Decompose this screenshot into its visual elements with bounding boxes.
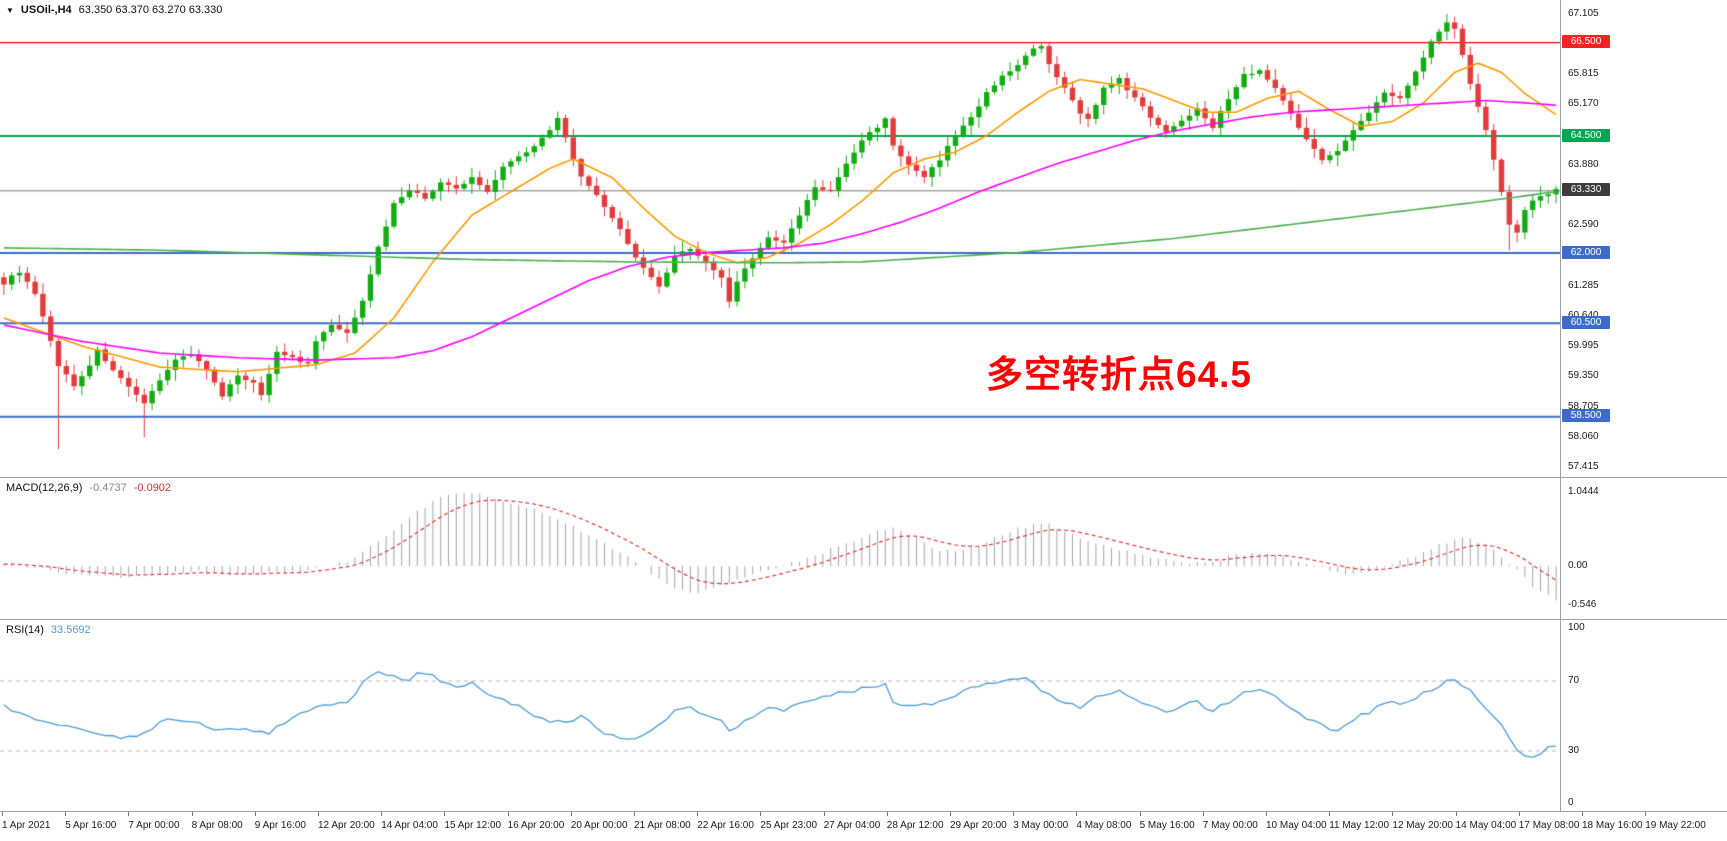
time-tick bbox=[634, 812, 635, 816]
macd-tick-label: 1.0444 bbox=[1568, 486, 1599, 498]
time-label: 12 Apr 20:00 bbox=[318, 820, 375, 831]
price-tick-label: 62.590 bbox=[1568, 218, 1599, 230]
price-level-badge: 58.500 bbox=[1562, 409, 1610, 423]
main-chart-panel: ▼ USOil-,H4 63.350 63.370 63.270 63.330 … bbox=[0, 0, 1560, 477]
price-tick-label: 58.060 bbox=[1568, 430, 1599, 442]
time-tick bbox=[1013, 812, 1015, 816]
macd-canvas[interactable] bbox=[0, 478, 1560, 619]
time-label: 15 Apr 12:00 bbox=[444, 820, 502, 831]
price-tick-label: 63.880 bbox=[1568, 158, 1599, 170]
time-label: 18 May 16:00 bbox=[1582, 820, 1643, 831]
price-axis[interactable]: 67.105 65.815 65.170 63.880 62.590 61.285 60.6… bbox=[1560, 0, 1727, 812]
time-label: 3 May 00:00 bbox=[1013, 820, 1069, 831]
price-tick-label: 67.105 bbox=[1568, 7, 1599, 19]
time-label: 14 May 04:00 bbox=[1455, 820, 1517, 831]
rsi-tick-label: 30 bbox=[1568, 744, 1580, 756]
time-label: 21 Apr 08:00 bbox=[634, 820, 691, 831]
time-label: 14 Apr 04:00 bbox=[381, 820, 438, 831]
price-tick-label: 57.415 bbox=[1568, 460, 1599, 472]
time-tick bbox=[1076, 812, 1078, 816]
time-label: 8 Apr 08:00 bbox=[191, 820, 243, 831]
time-tick bbox=[950, 812, 951, 816]
time-label: 16 Apr 20:00 bbox=[507, 820, 565, 831]
panel-divider bbox=[0, 619, 1727, 620]
panel-divider bbox=[0, 811, 1727, 812]
time-label: 27 Apr 04:00 bbox=[823, 820, 881, 831]
axis-divider bbox=[1560, 0, 1561, 812]
macd-tick-label: 0.00 bbox=[1568, 560, 1588, 572]
price-level-badge: 62.000 bbox=[1562, 245, 1610, 259]
time-label: 5 Apr 16:00 bbox=[65, 820, 117, 831]
time-tick bbox=[886, 812, 888, 816]
time-label: 12 May 20:00 bbox=[1392, 820, 1453, 831]
time-label: 22 Apr 16:00 bbox=[697, 820, 754, 831]
rsi-tick-label: 70 bbox=[1568, 674, 1580, 686]
time-tick bbox=[823, 812, 825, 816]
main-chart-canvas[interactable] bbox=[0, 0, 1560, 477]
price-level-badge: 64.500 bbox=[1562, 128, 1610, 142]
time-tick bbox=[1518, 812, 1520, 816]
time-tick bbox=[2, 812, 3, 816]
price-tick-label: 61.285 bbox=[1568, 279, 1599, 291]
time-label: 20 Apr 00:00 bbox=[570, 820, 628, 831]
panel-divider bbox=[0, 477, 1727, 478]
rsi-canvas[interactable] bbox=[0, 620, 1560, 811]
time-label: 17 May 08:00 bbox=[1518, 820, 1580, 831]
rsi-panel: RSI(14) 33.5692 bbox=[0, 620, 1727, 811]
rsi-tick-label: 0 bbox=[1568, 797, 1574, 808]
rsi-tick-label: 100 bbox=[1568, 622, 1585, 633]
price-level-badge: 66.500 bbox=[1562, 35, 1610, 49]
price-tick-label: 59.995 bbox=[1568, 340, 1599, 352]
time-tick bbox=[697, 812, 699, 816]
time-tick bbox=[381, 812, 383, 816]
price-level-badge: 63.330 bbox=[1562, 183, 1610, 197]
time-label: 19 May 22:00 bbox=[1645, 820, 1706, 831]
time-tick bbox=[1329, 812, 1331, 816]
time-label: 25 Apr 23:00 bbox=[760, 820, 818, 831]
time-label: 1 Apr 2021 bbox=[2, 820, 51, 831]
time-label: 11 May 12:00 bbox=[1329, 820, 1390, 831]
time-tick bbox=[444, 812, 446, 816]
time-tick bbox=[1266, 812, 1267, 816]
macd-panel: MACD(12,26,9) -0.4737 -0.0902 bbox=[0, 478, 1727, 619]
time-tick bbox=[128, 812, 130, 816]
time-tick bbox=[191, 812, 193, 816]
time-tick bbox=[507, 812, 509, 816]
price-tick-label: 65.815 bbox=[1568, 68, 1599, 80]
time-tick bbox=[1645, 812, 1647, 816]
time-tick bbox=[1139, 812, 1141, 816]
price-tick-label: 65.170 bbox=[1568, 98, 1599, 110]
time-tick bbox=[318, 812, 319, 816]
time-tick bbox=[1202, 812, 1204, 816]
time-tick bbox=[65, 812, 67, 816]
time-label: 29 Apr 20:00 bbox=[950, 820, 1007, 831]
time-tick bbox=[1392, 812, 1394, 816]
price-tick-label: 60.640 bbox=[1568, 310, 1599, 321]
time-axis[interactable]: 1 Apr 2021 5 Apr 16:00 7 Apr 00:00 8 Apr 08… bbox=[0, 812, 1727, 841]
time-label: 9 Apr 16:00 bbox=[254, 820, 306, 831]
time-tick bbox=[1582, 812, 1583, 816]
time-label: 5 May 16:00 bbox=[1139, 820, 1195, 831]
price-tick-label: 58.705 bbox=[1568, 400, 1599, 412]
time-label: 28 Apr 12:00 bbox=[886, 820, 944, 831]
time-label: 7 Apr 00:00 bbox=[128, 820, 180, 831]
price-level-badge: 60.500 bbox=[1562, 315, 1610, 329]
time-tick bbox=[1455, 812, 1457, 816]
price-tick-label: 59.350 bbox=[1568, 370, 1599, 382]
time-tick bbox=[254, 812, 256, 816]
time-label: 10 May 04:00 bbox=[1266, 820, 1327, 831]
time-tick bbox=[760, 812, 762, 816]
time-label: 4 May 08:00 bbox=[1076, 820, 1132, 831]
time-tick bbox=[570, 812, 572, 816]
macd-tick-label: -0.546 bbox=[1568, 598, 1597, 610]
time-label: 7 May 00:00 bbox=[1202, 820, 1258, 831]
